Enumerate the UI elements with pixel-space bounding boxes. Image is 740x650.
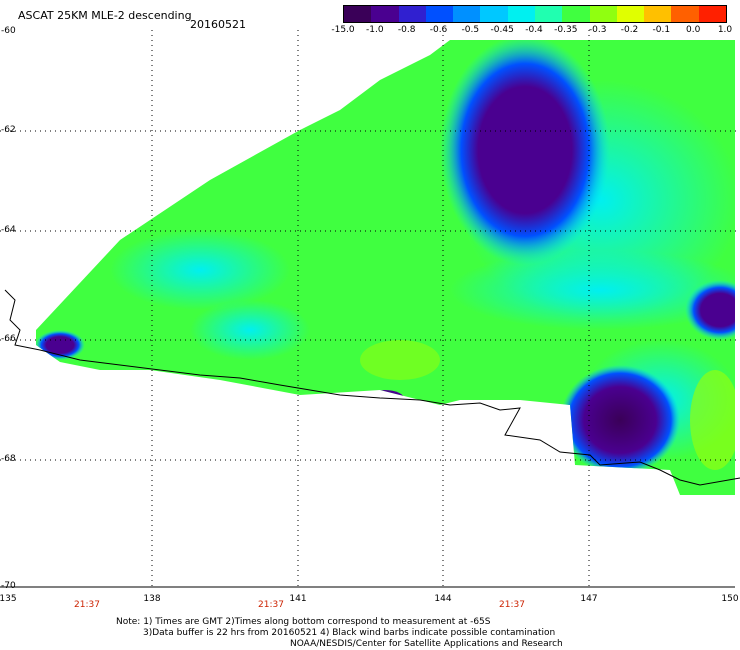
- lat-label: -66: [1, 334, 16, 344]
- lat-label: -70: [1, 581, 16, 591]
- lat-label: -68: [1, 454, 16, 464]
- lon-label: 141: [289, 594, 307, 604]
- colorbar-label: 0.0: [685, 25, 701, 35]
- colorbar: [343, 5, 727, 23]
- colorbar-segment: [398, 6, 426, 22]
- colorbar-segment: [562, 6, 590, 22]
- lon-label: 135: [0, 594, 17, 604]
- coastline: [4, 289, 740, 486]
- colorbar-segment: [453, 6, 481, 22]
- colorbar-label: -0.35: [554, 25, 578, 35]
- colorbar-segment: [480, 6, 508, 22]
- time-label: 21:37: [499, 600, 525, 610]
- time-label: 21:37: [74, 600, 100, 610]
- note-line-3: NOAA/NESDIS/Center for Satellite Applica…: [290, 639, 563, 649]
- colorbar-label: -1.0: [366, 25, 384, 35]
- colorbar-segment: [425, 6, 454, 22]
- colorbar-label: -0.8: [397, 25, 416, 35]
- lat-label: -60: [1, 26, 16, 36]
- colorbar-label: 1.0: [717, 25, 733, 35]
- colorbar-segment: [371, 6, 399, 22]
- colorbar-label: -0.1: [652, 25, 671, 35]
- lon-label: 138: [143, 594, 161, 604]
- colorbar-segment: [671, 6, 699, 22]
- colorbar-segment: [616, 6, 645, 22]
- map-date: 20160521: [190, 18, 246, 31]
- note-line-1: Note: 1) Times are GMT 2)Times along bot…: [116, 617, 491, 627]
- colorbar-segment: [589, 6, 617, 22]
- colorbar-segment: [534, 6, 563, 22]
- colorbar-segment: [344, 6, 372, 22]
- graticule: [0, 30, 740, 590]
- lon-label: 150: [721, 594, 739, 604]
- colorbar-segment: [644, 6, 672, 22]
- colorbar-label: -0.45: [490, 25, 514, 35]
- time-label: 21:37: [258, 600, 284, 610]
- colorbar-segment: [507, 6, 535, 22]
- colorbar-label: -0.5: [461, 25, 480, 35]
- colorbar-label: -15.0: [331, 25, 355, 35]
- colorbar-label: -0.4: [525, 25, 543, 35]
- note-line-2: 3)Data buffer is 22 hrs from 20160521 4)…: [143, 628, 556, 638]
- colorbar-label: -0.6: [429, 25, 448, 35]
- lat-label: -64: [1, 225, 16, 235]
- lon-label: 147: [580, 594, 598, 604]
- lat-label: -62: [1, 125, 16, 135]
- colorbar-segment: [698, 6, 726, 22]
- colorbar-labels: -15.0 -1.0 -0.8 -0.6 -0.5 -0.45 -0.4 -0.35 -0.3 -…: [331, 25, 732, 37]
- map-title: ASCAT 25KM MLE-2 descending: [18, 9, 192, 22]
- colorbar-label: -0.3: [588, 25, 607, 35]
- lon-label: 144: [434, 594, 452, 604]
- colorbar-label: -0.2: [620, 25, 639, 35]
